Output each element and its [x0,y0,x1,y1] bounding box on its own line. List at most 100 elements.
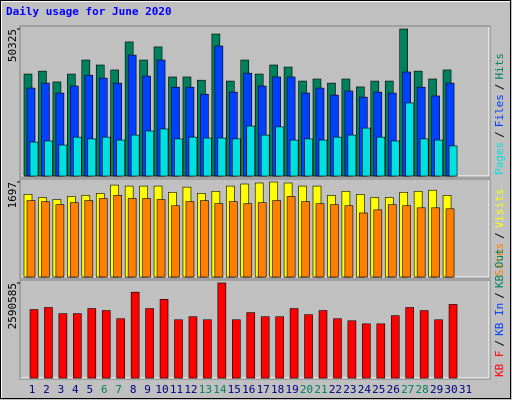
bar [232,138,241,177]
bar [142,198,151,278]
x-tick-label: 16 [242,383,255,396]
bar [260,134,270,177]
bar [55,204,65,278]
legend: KB F / KB In / KB Out [493,248,506,377]
bar [402,205,412,278]
bar [145,130,154,177]
bar [87,138,97,177]
y-tick-label: 2590585 [6,283,19,329]
bar [171,205,180,278]
x-tick-label: 31 [459,383,472,396]
bar [214,203,224,278]
bar [344,205,354,278]
bar [390,140,400,177]
bar [390,315,400,379]
bar [58,313,68,379]
bar [217,137,227,177]
bar [116,139,125,177]
bar [246,125,256,177]
bar [376,136,386,177]
bar [330,204,339,278]
bar [347,320,357,379]
legend-entry: KB In [493,303,506,336]
x-tick-label: 14 [213,383,227,396]
bar [289,308,299,379]
bar [260,316,270,379]
bar [333,318,342,379]
bar [431,207,440,278]
x-tick-label: 8 [130,383,137,396]
bar [257,202,267,278]
x-tick-label: 19 [285,383,298,396]
bevel [1,1,510,398]
bar [445,208,455,278]
bar [376,323,386,379]
x-tick-label: 2 [43,383,50,396]
bar [73,136,82,177]
bar [359,212,368,278]
bar [232,319,241,379]
x-tick-label: 20 [300,383,313,396]
x-tick-label: 15 [228,383,241,396]
bar [203,319,212,379]
bar [315,203,325,278]
x-tick-label: 21 [314,383,327,396]
x-tick-label: 26 [387,383,400,396]
x-tick-label: 1 [29,383,36,396]
bar [286,196,296,278]
bar [101,136,111,177]
x-tick-label: 9 [144,383,151,396]
legend-separator: / [493,292,506,299]
bar [387,204,397,278]
bar [130,134,140,177]
x-tick-label: 22 [329,383,342,396]
bar [362,127,371,177]
bar [217,282,227,379]
legend-separator: / [493,232,506,239]
bar [44,140,53,177]
bar [448,145,458,177]
bar [272,200,281,278]
bar [87,308,97,379]
bar [159,299,169,379]
bar [70,202,79,278]
x-tick-label: 17 [257,383,270,396]
y-tick-label: 50325 [6,29,19,62]
bar [243,203,253,278]
bar [84,200,94,278]
bar [26,200,36,278]
bar [113,195,122,278]
bar [203,137,212,177]
bar [200,200,209,278]
x-tick-label: 13 [199,383,212,396]
x-tick-label: 5 [86,383,93,396]
bar [116,318,125,379]
bar [130,291,140,379]
bar [416,207,426,278]
bar [58,144,68,177]
bar [98,198,108,278]
bar [318,139,328,177]
legend-entry: Sites [493,243,506,276]
legend-entry: Pages [493,142,506,175]
chart-title: Daily usage for June 2020 [6,5,172,18]
x-tick-label: 30 [444,383,457,396]
bar [419,310,429,379]
bar [362,323,371,379]
x-tick-label: 11 [170,383,183,396]
bar [159,128,169,177]
bar [188,136,198,177]
bar [434,319,443,379]
bar [229,201,238,278]
x-tick-label: 28 [416,383,429,396]
bar [434,139,443,177]
x-tick-label: 4 [72,383,79,396]
legend: Sites / Visits [493,189,506,277]
bar [127,198,137,278]
x-tick-label: 27 [401,383,414,396]
bar [333,136,342,177]
bar [301,201,310,278]
